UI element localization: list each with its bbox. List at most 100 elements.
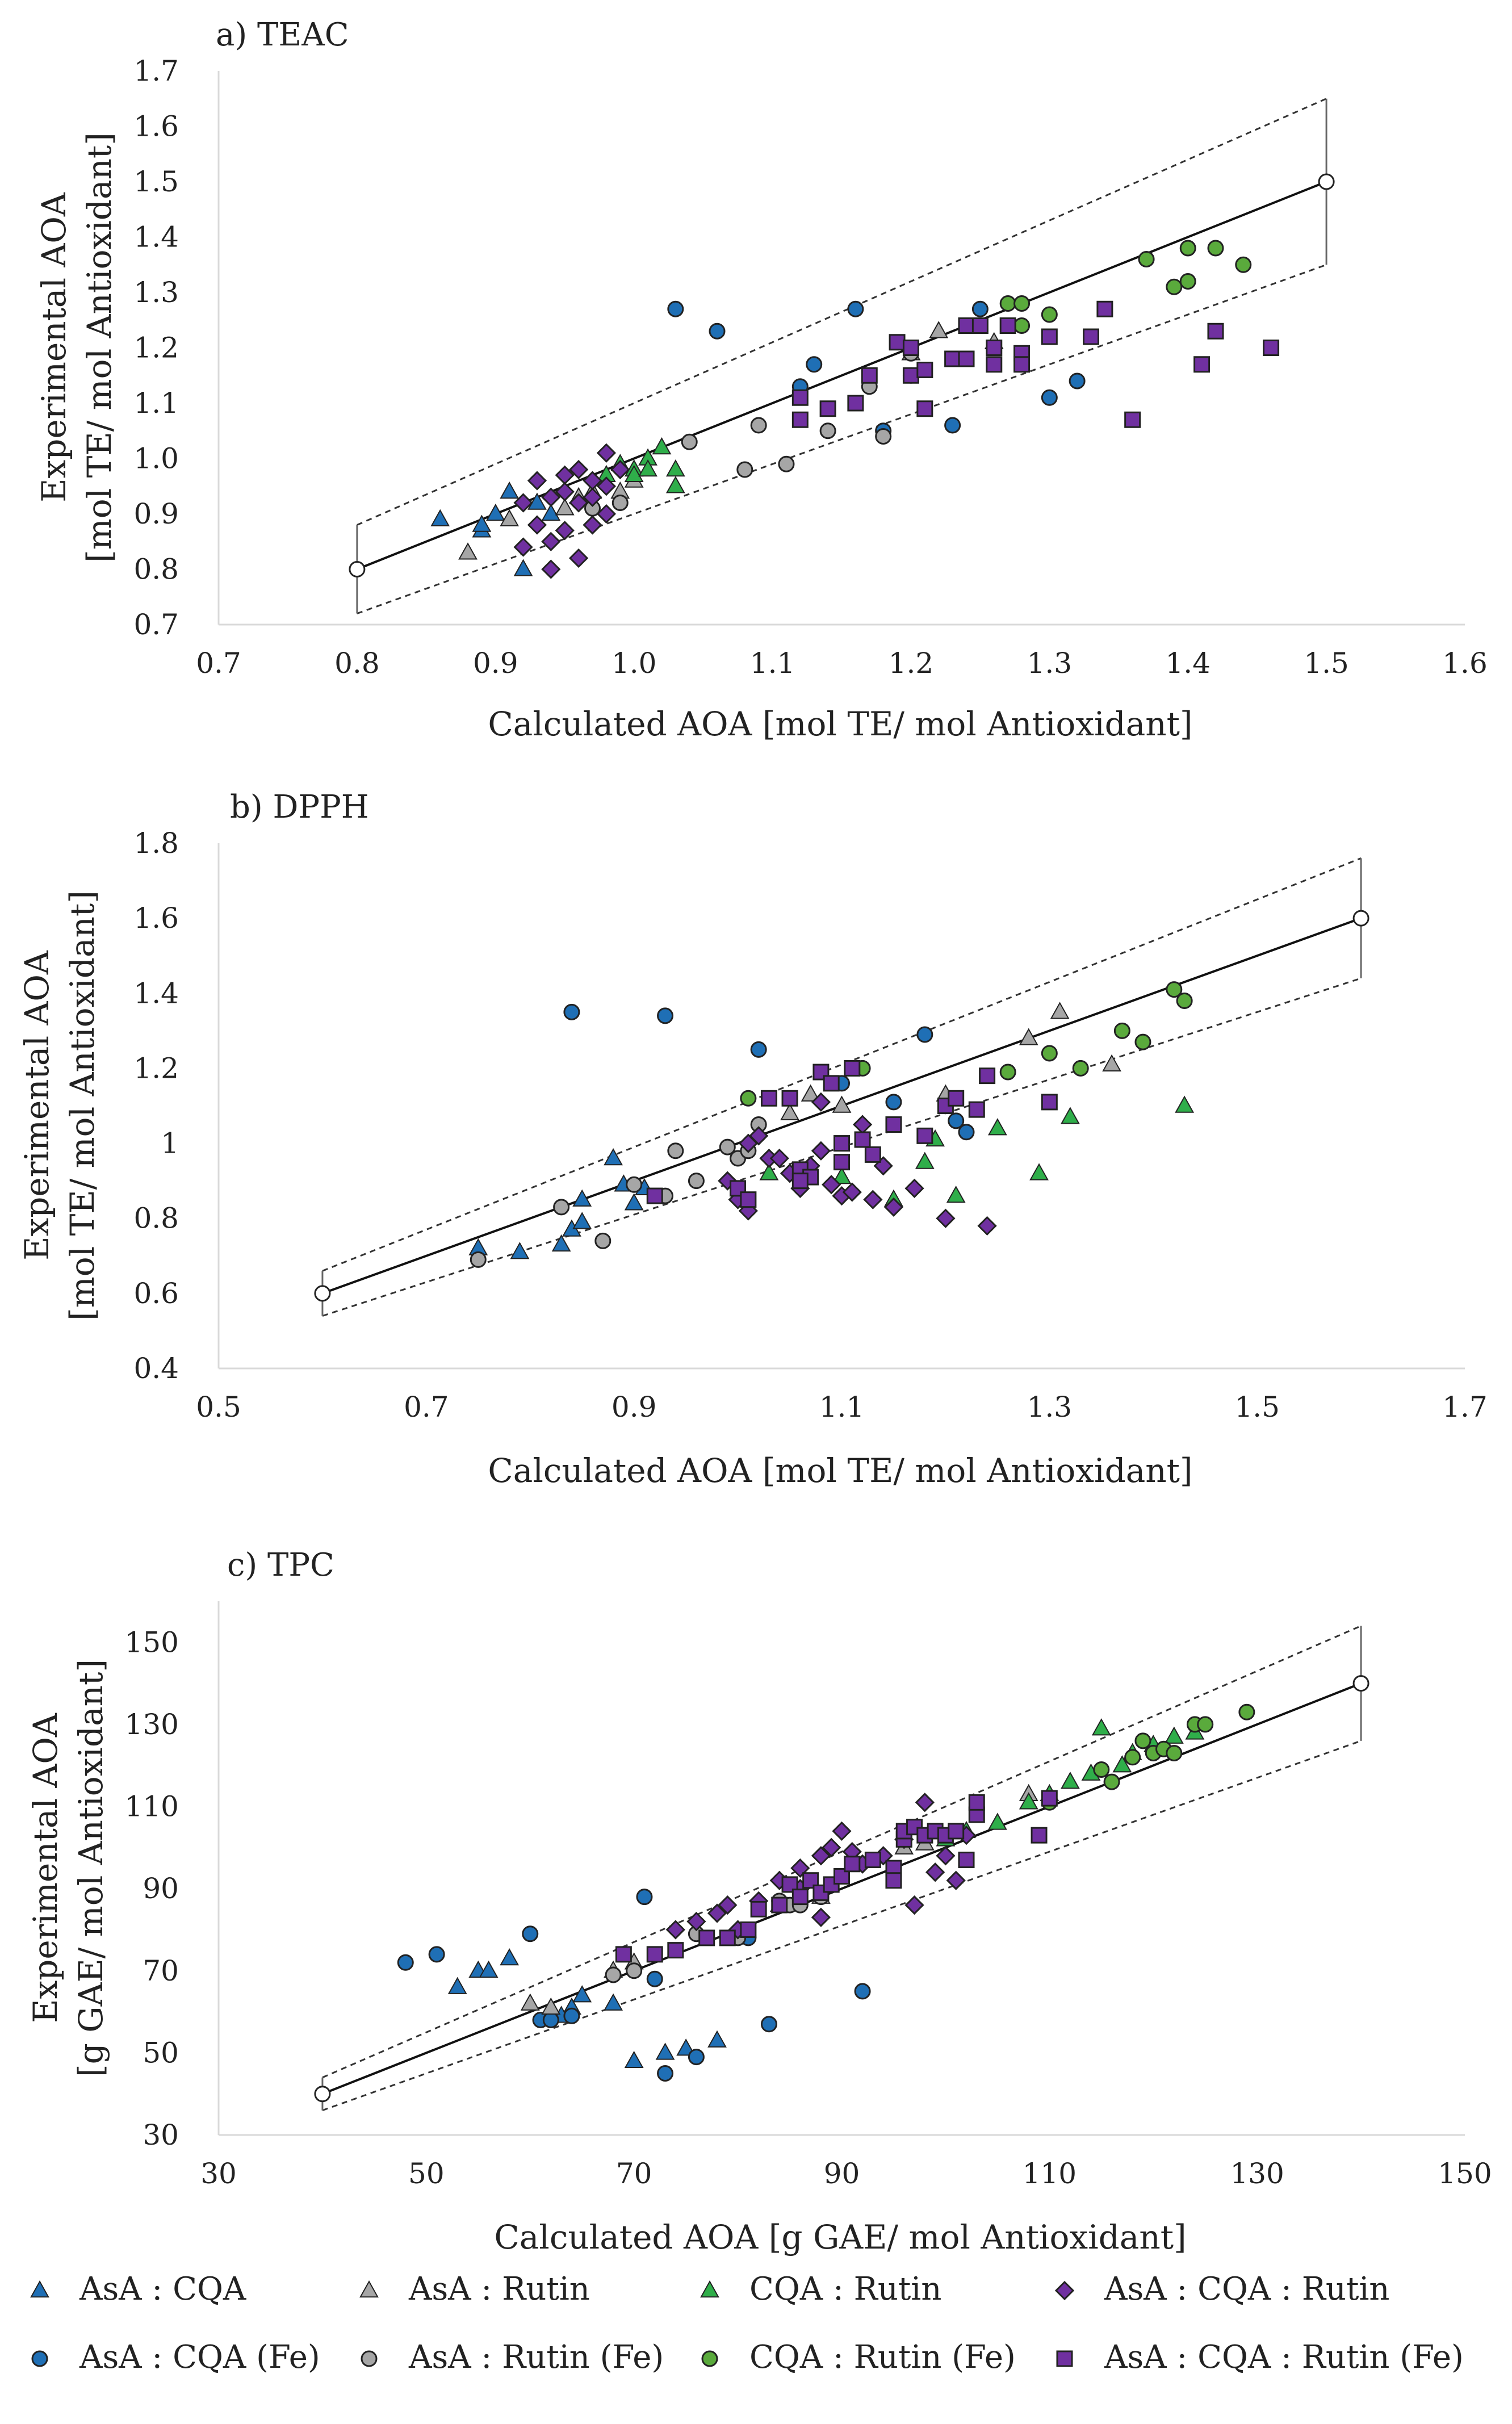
point-cqa-rutin-fe	[1134, 1033, 1151, 1050]
y-tick-label: 1.4	[133, 221, 179, 254]
x-tick-label: 110	[1023, 2157, 1077, 2190]
point-asa-cqa-rutin-fe	[791, 411, 809, 428]
y-tick-label: 0.9	[133, 497, 179, 530]
point-asa-cqa-fe	[958, 1124, 975, 1141]
point-asa-cqa-rutin	[769, 1148, 789, 1169]
legend-marker	[700, 2280, 719, 2298]
legend-marker	[1054, 2280, 1075, 2301]
point-asa-cqa-fe	[657, 2065, 674, 2082]
point-asa-rutin-fe	[626, 1176, 643, 1193]
point-cqa-rutin	[1061, 1772, 1080, 1789]
point-asa-cqa-rutin	[904, 1895, 924, 1915]
point-asa-rutin	[1019, 1028, 1038, 1045]
point-asa-cqa-rutin	[842, 1182, 862, 1202]
point-asa-cqa-rutin	[568, 548, 589, 568]
point-asa-cqa-fe	[1041, 389, 1058, 406]
point-asa-cqa-rutin	[583, 487, 602, 507]
legend-item-asa-cqa-fe: AsA : CQA (Fe)	[31, 2339, 320, 2376]
legend-marker	[361, 2350, 378, 2367]
point-asa-cqa	[500, 1948, 520, 1966]
point-asa-cqa-rutin-fe	[1041, 328, 1058, 345]
point-asa-cqa	[676, 2038, 696, 2056]
point-asa-cqa	[510, 1242, 530, 1259]
legend-marker	[1056, 2350, 1073, 2367]
point-asa-cqa-rutin-fe	[834, 1135, 850, 1152]
point-asa-cqa-rutin-fe	[916, 1127, 933, 1144]
legend-item-asa-rutin: AsA : Rutin	[359, 2271, 590, 2308]
point-asa-cqa-fe	[971, 300, 989, 317]
x-tick-label: 0.7	[196, 647, 241, 680]
point-asa-cqa-rutin-fe	[864, 1146, 881, 1163]
point-asa-cqa-rutin	[555, 482, 575, 502]
point-asa-cqa	[513, 559, 533, 576]
point-cqa-rutin	[1091, 1718, 1111, 1736]
point-asa-cqa-rutin-fe	[885, 1116, 902, 1133]
point-asa-cqa	[655, 2042, 675, 2060]
point-asa-rutin-fe	[611, 495, 629, 511]
legend-marker-shape	[361, 2350, 378, 2367]
point-asa-cqa-rutin	[527, 471, 547, 491]
legend-label: AsA : CQA	[79, 2271, 246, 2308]
point-asa-cqa-rutin	[596, 443, 617, 463]
point-asa-cqa-rutin-fe	[1193, 356, 1211, 373]
point-asa-cqa-rutin-fe	[864, 1852, 881, 1869]
point-asa-cqa-rutin	[610, 459, 630, 480]
point-asa-cqa-rutin-fe	[1013, 356, 1031, 373]
data-points	[468, 981, 1195, 1268]
y-axis-label-line1: Experimental AOA	[26, 1713, 65, 2023]
point-cqa-rutin-fe	[1041, 1045, 1058, 1062]
point-asa-cqa-rutin	[822, 1175, 841, 1195]
point-asa-cqa-rutin	[555, 521, 575, 541]
point-asa-cqa-fe	[563, 1003, 580, 1020]
point-asa-rutin	[1050, 1002, 1070, 1019]
point-asa-cqa-fe	[563, 2007, 580, 2024]
point-asa-cqa-rutin	[811, 1907, 831, 1927]
x-tick-label: 0.9	[611, 1391, 657, 1424]
point-asa-rutin	[929, 321, 949, 338]
legend-marker-shape	[31, 2350, 48, 2367]
point-asa-cqa-fe	[760, 2016, 777, 2033]
point-cqa-rutin-fe	[1166, 278, 1183, 295]
y-tick-label: 1.4	[133, 977, 179, 1010]
legend-item-asa-cqa-rutin: AsA : CQA : Rutin	[1054, 2271, 1389, 2308]
x-tick-label: 90	[824, 2157, 860, 2190]
point-asa-rutin-fe	[667, 1142, 684, 1159]
x-tick-label: 1.3	[1027, 647, 1073, 680]
panel-title: a) TEAC	[216, 16, 349, 53]
point-asa-cqa	[485, 503, 505, 521]
point-cqa-rutin	[665, 459, 685, 477]
point-cqa-rutin-fe	[999, 295, 1016, 312]
point-asa-rutin-fe	[778, 455, 795, 472]
point-asa-cqa-rutin-fe	[854, 1131, 871, 1148]
point-asa-cqa	[604, 1993, 623, 2011]
point-asa-cqa-rutin-fe	[646, 1946, 663, 1963]
point-asa-cqa-rutin-fe	[791, 389, 809, 406]
point-asa-cqa-rutin-fe	[986, 340, 1003, 356]
x-axis-label: Calculated AOA [mol TE/ mol Antioxidant]	[488, 705, 1192, 743]
point-asa-cqa-rutin-fe	[958, 1852, 975, 1869]
point-asa-cqa	[430, 509, 450, 526]
y-tick-label: 0.8	[133, 1202, 179, 1235]
x-tick-labels: 30 50 70 90 110 130 150	[200, 2157, 1492, 2190]
point-asa-cqa-fe	[646, 1970, 663, 1987]
legend-marker-shape	[1056, 2350, 1073, 2367]
legend-marker	[701, 2350, 718, 2367]
x-tick-label: 0.5	[196, 1391, 241, 1424]
point-asa-cqa-fe	[847, 300, 864, 317]
identity-end-marker	[1352, 910, 1369, 927]
point-asa-cqa-rutin-fe	[948, 1090, 965, 1107]
panel-dpph: b) DPPH 0.5 0.7 0.9 1.1 1.3 1.5 1.7 0.4 0.6 0.8 1…	[18, 789, 1488, 1490]
point-asa-cqa-rutin-fe	[986, 356, 1003, 373]
point-cqa-rutin	[1029, 1163, 1049, 1180]
point-asa-cqa-rutin	[852, 1115, 873, 1134]
point-asa-rutin-fe	[470, 1251, 487, 1268]
legend-marker-shape	[359, 2280, 379, 2298]
point-asa-cqa-rutin-fe	[847, 395, 864, 412]
y-tick-label: 1.5	[133, 165, 179, 198]
point-asa-cqa-rutin-fe	[885, 1872, 902, 1889]
point-asa-cqa-rutin-fe	[844, 1060, 861, 1077]
point-asa-cqa-rutin	[977, 1216, 997, 1236]
point-asa-rutin	[1102, 1054, 1121, 1072]
y-tick-labels: 0.7 0.8 0.9 1.0 1.1 1.2 1.3 1.4 1.5 1.6 1.7	[133, 55, 179, 641]
